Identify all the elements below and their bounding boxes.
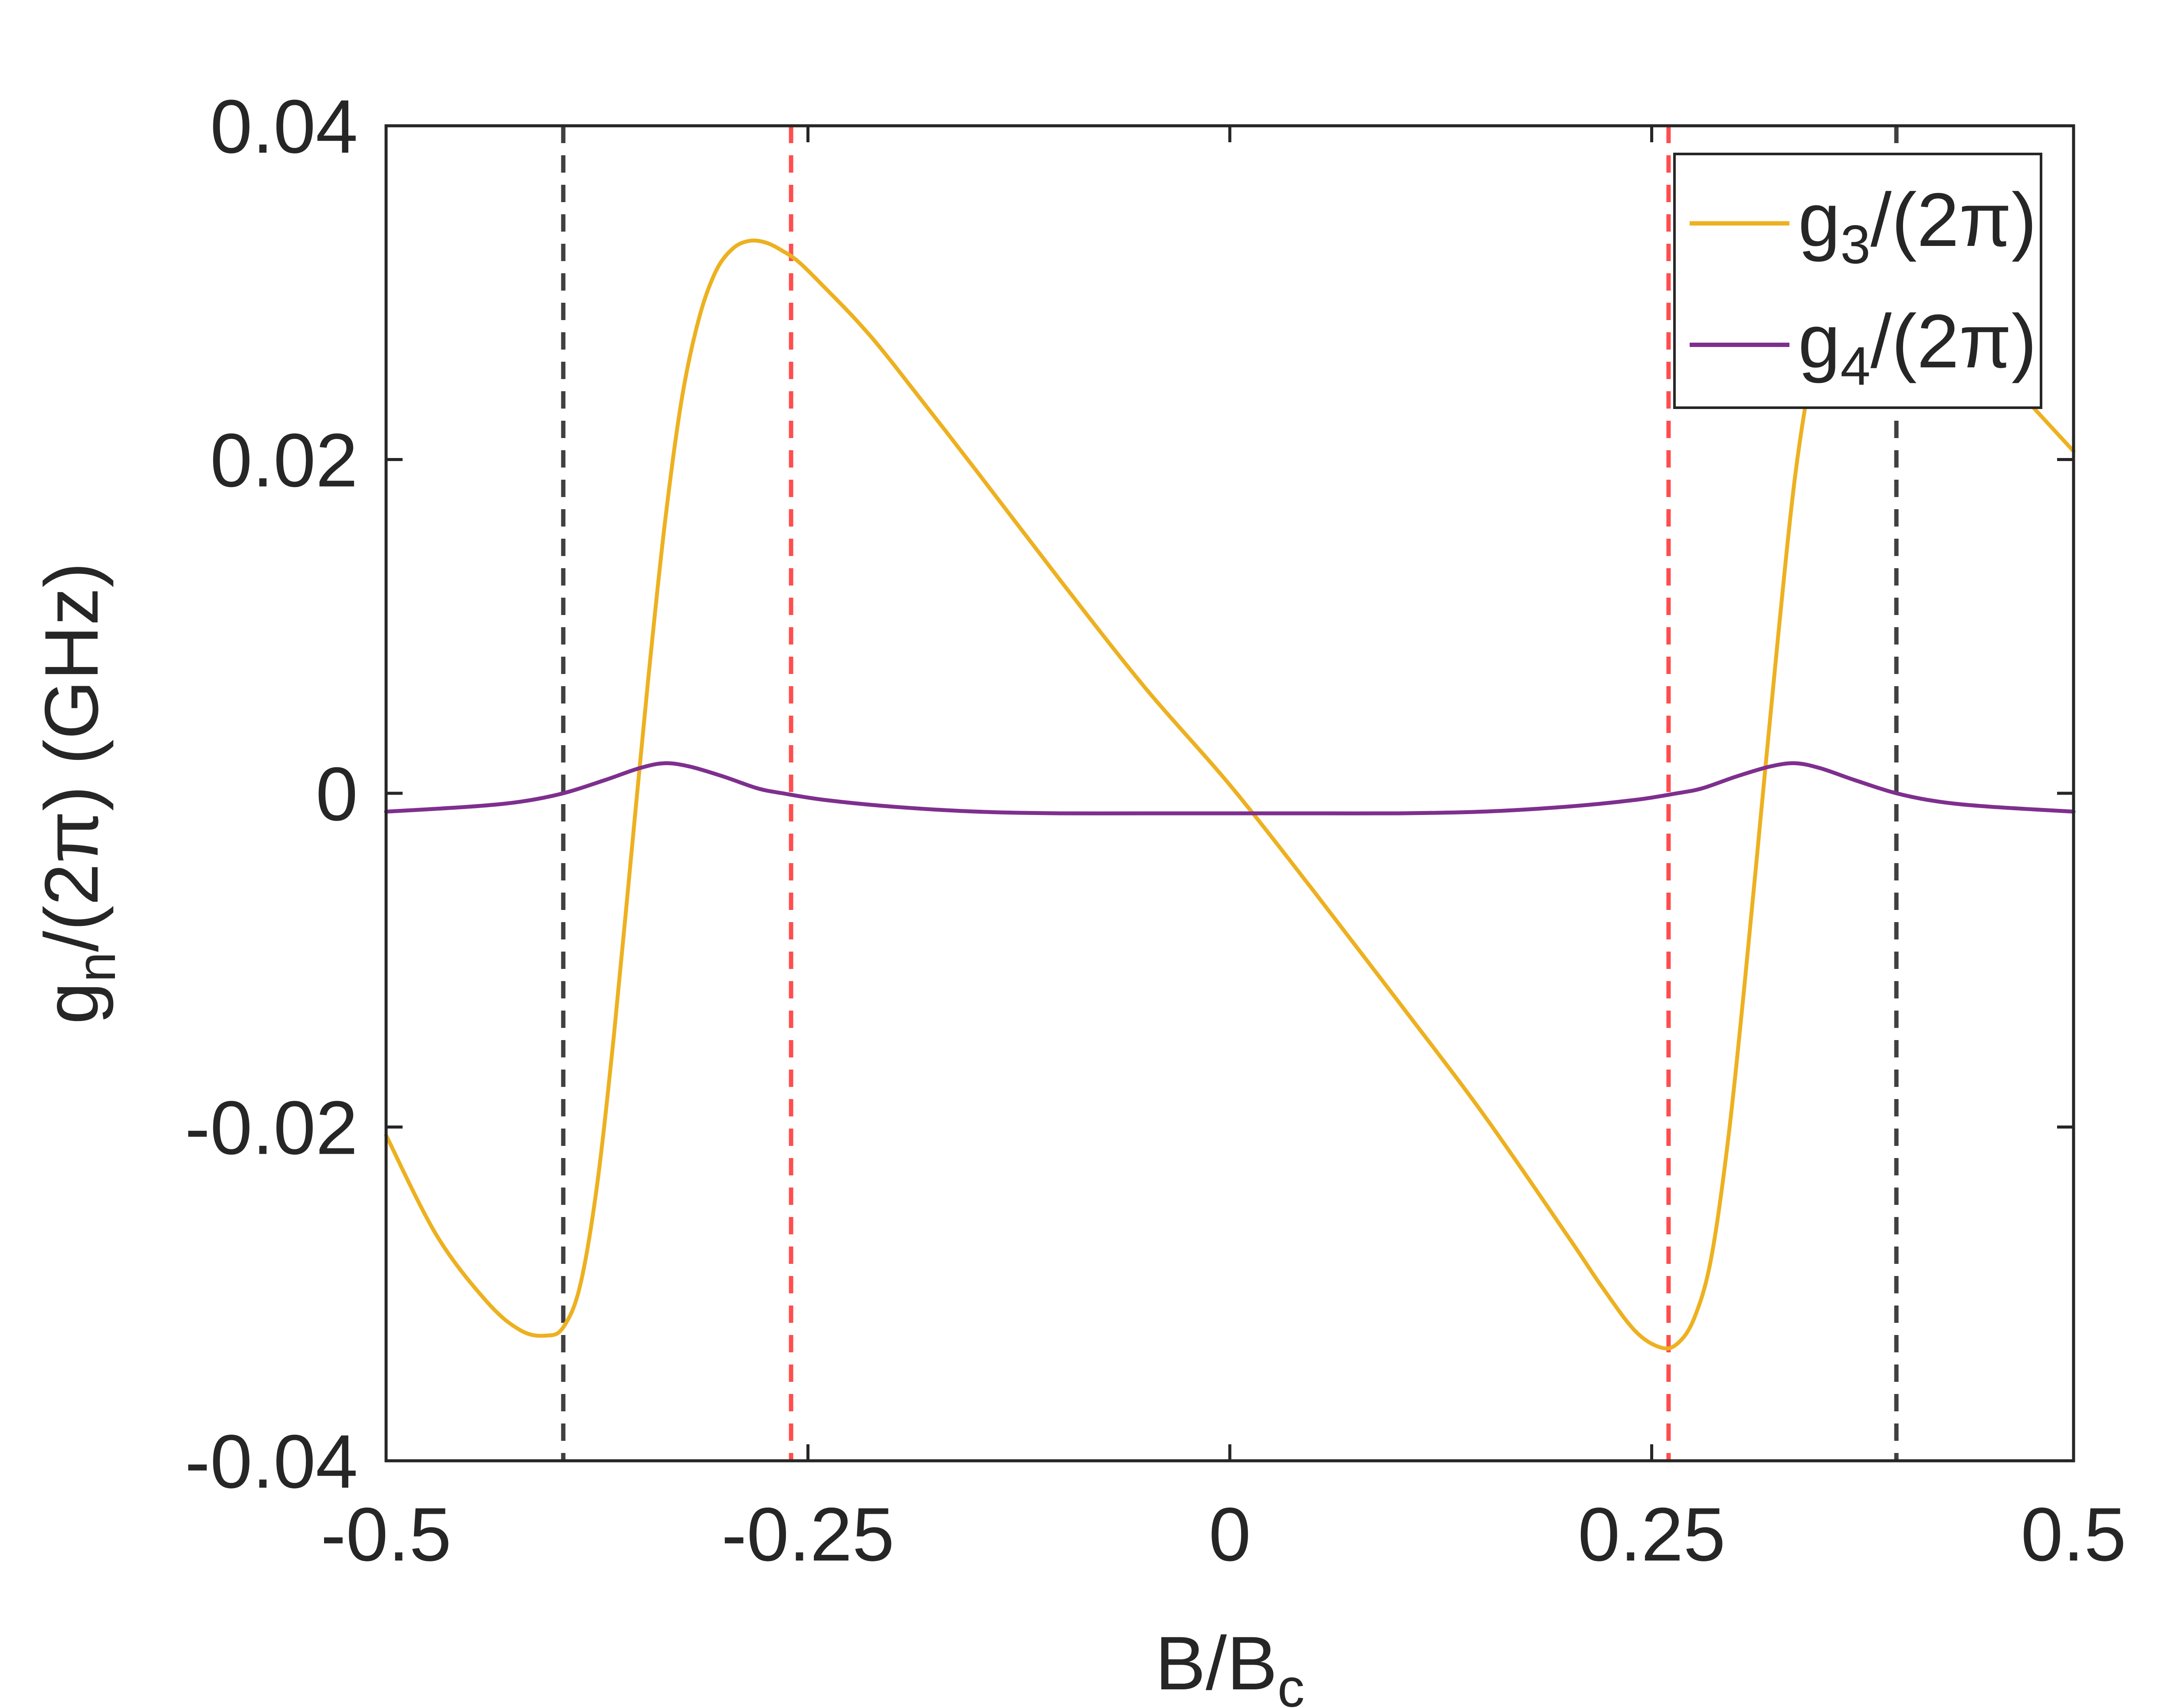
legend-label-g4: g4/(2π) xyxy=(1798,299,2037,396)
legend-box xyxy=(1673,153,2042,409)
y-tick-label: 0.04 xyxy=(210,85,358,169)
y-tick-label: 0.02 xyxy=(210,419,358,503)
series-line-4 xyxy=(384,761,2076,815)
x-tick-label: -0.25 xyxy=(721,1492,894,1577)
series-layer xyxy=(384,238,2076,1351)
legend: g3/(2π) g4/(2π) xyxy=(1673,153,2042,409)
y-tick-label: -0.04 xyxy=(185,1420,358,1504)
y-axis-label: gn/(2π) (GHz) xyxy=(29,562,127,1024)
plot-frame xyxy=(384,124,2075,1463)
x-tick-label: 0.25 xyxy=(1578,1492,1726,1577)
tick-labels: -0.5 -0.25 0 0.25 0.5 -0.04 -0.02 0 0.02 0.04 xyxy=(185,85,2126,1577)
y-axis-label-subscript: n xyxy=(66,952,127,982)
x-tick-label: 0.5 xyxy=(2021,1492,2126,1577)
series-line-3 xyxy=(384,238,2076,1351)
y-tick-label: -0.02 xyxy=(185,1086,358,1171)
x-tick-label: 0 xyxy=(1209,1492,1251,1577)
x-axis-label-subscript: c xyxy=(1278,1658,1305,1708)
x-axis-label: B/Bc xyxy=(1155,1621,1305,1708)
x-tick-label: -0.5 xyxy=(321,1492,452,1577)
y-tick-label: 0 xyxy=(316,752,358,837)
legend-label-g3: g3/(2π) xyxy=(1798,178,2037,275)
